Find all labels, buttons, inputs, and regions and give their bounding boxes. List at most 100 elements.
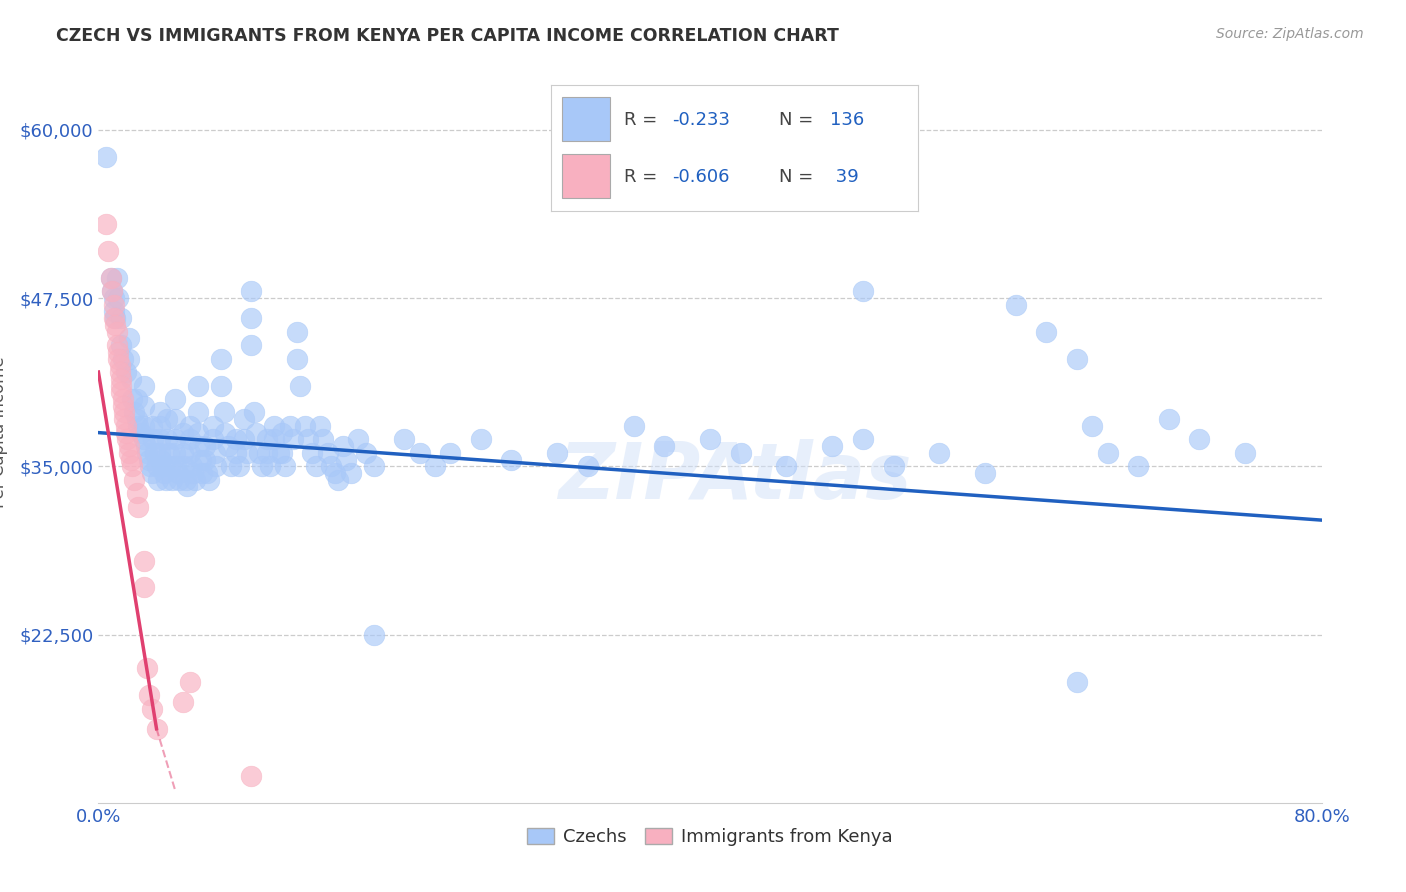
Point [202,433,225,447]
Point [149,433,172,447]
Y-axis label: Per Capita Income: Per Capita Income [0,357,8,508]
Point [145,459,167,474]
Point [139,459,162,474]
Point [153,466,176,480]
Point [332,439,354,453]
Point [112,405,135,419]
Point [120,372,142,386]
Point [325,466,347,480]
Point [134,433,156,447]
Point [107,344,129,359]
Point [105,270,128,285]
Point [134,581,156,595]
Point [1128,459,1150,474]
Point [297,433,319,447]
Point [197,473,219,487]
Point [423,459,446,474]
Point [240,285,263,299]
Point [576,459,599,474]
Point [107,351,129,366]
Point [1157,412,1180,426]
Point [205,459,228,474]
Point [120,452,142,467]
Point [110,378,132,392]
Point [142,433,165,447]
Point [623,418,645,433]
Point [180,459,202,474]
Point [117,433,139,447]
Point [141,418,163,433]
Point [285,325,308,339]
Point [240,311,263,326]
Point [214,425,236,440]
Point [149,446,172,460]
Point [138,452,160,467]
Point [1081,418,1104,433]
Point [100,270,122,285]
Point [150,452,173,467]
Point [111,392,134,406]
Point [309,418,332,433]
Point [281,433,304,447]
Point [775,459,797,474]
Point [111,351,134,366]
Point [100,270,122,285]
Point [263,418,285,433]
Point [1097,446,1119,460]
Point [179,446,201,460]
Point [145,722,167,736]
Point [121,392,143,406]
Point [149,405,172,419]
Point [1188,433,1211,447]
Point [136,446,159,460]
Point [125,392,148,406]
Point [301,446,323,460]
Point [204,446,226,460]
Point [94,150,117,164]
Point [156,412,179,426]
Point [1234,446,1257,460]
Point [163,392,186,406]
Point [263,433,285,447]
Point [167,466,190,480]
Point [202,418,225,433]
Point [354,446,377,460]
Point [209,378,232,392]
Point [209,351,232,366]
Point [270,425,292,440]
Point [135,439,157,453]
Point [134,418,156,433]
Point [134,553,156,567]
Point [143,446,166,460]
Point [187,425,209,440]
Point [699,433,721,447]
Point [247,446,270,460]
Point [122,405,145,419]
Point [103,304,125,318]
Point [179,674,201,689]
Point [501,452,523,467]
Point [294,418,316,433]
Point [363,459,385,474]
Point [141,466,163,480]
Point [312,433,335,447]
Point [546,446,568,460]
Point [125,412,148,426]
Point [290,378,312,392]
Point [110,385,132,400]
Point [172,695,194,709]
Point [112,412,135,426]
Point [118,446,141,460]
Point [169,473,191,487]
Point [152,459,174,474]
Text: Source: ZipAtlas.com: Source: ZipAtlas.com [1216,27,1364,41]
Point [335,452,357,467]
Point [179,433,201,447]
Point [274,459,297,474]
Point [240,338,263,352]
Point [176,479,198,493]
Point [103,291,125,305]
Point [852,433,875,447]
Point [157,446,180,460]
Point [156,433,179,447]
